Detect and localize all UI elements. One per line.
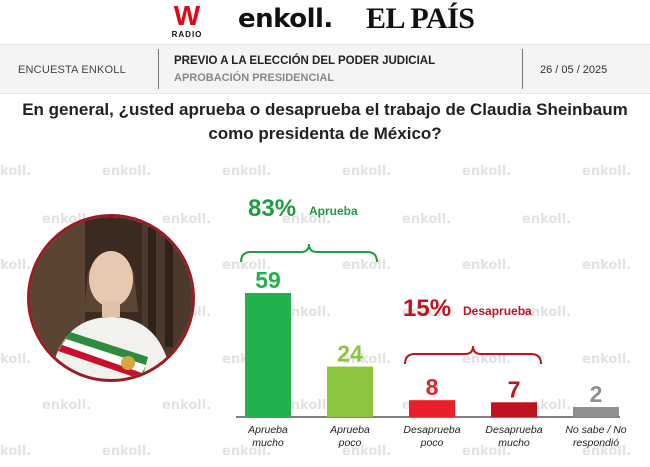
watermark-text: enkoll. — [222, 258, 272, 273]
watermark-text: enkoll. — [462, 258, 512, 273]
category-tick-label: poco — [420, 437, 444, 449]
watermark-text: enkoll. — [462, 352, 512, 367]
watermark-text: enkoll. — [0, 444, 32, 459]
survey-question: En general, ¿usted aprueba o desaprueba … — [22, 100, 628, 143]
watermark-text: enkoll. — [222, 444, 272, 459]
survey-header: ENCUESTA ENKOLL PREVIO A LA ELECCIÓN DEL… — [0, 44, 650, 94]
bar — [245, 293, 291, 417]
group-percent-label: 83% — [248, 195, 296, 222]
watermark-text: enkoll. — [222, 164, 272, 179]
watermark-text: enkoll. — [342, 164, 392, 179]
watermark-text: enkoll. — [282, 398, 332, 413]
bar — [491, 402, 537, 417]
watermark-text: enkoll. — [162, 398, 212, 413]
watermark-text: enkoll. — [282, 212, 332, 227]
watermark-text: enkoll. — [402, 212, 452, 227]
watermark-text: enkoll. — [582, 164, 632, 179]
watermark-text: enkoll. — [0, 352, 32, 367]
category-tick-label: No sabe / No — [565, 424, 626, 436]
watermark-text: enkoll. — [582, 352, 632, 367]
w-radio-logo: W RADIO — [170, 0, 204, 40]
watermark-text: enkoll. — [582, 444, 632, 459]
header-divider — [158, 49, 159, 89]
watermark-text: enkoll. — [282, 305, 332, 320]
survey-title: PREVIO A LA ELECCIÓN DEL PODER JUDICIAL — [174, 55, 436, 67]
bar-value-label: 2 — [590, 381, 603, 407]
watermark-text: enkoll. — [102, 444, 152, 459]
category-tick-label: Aprueba — [247, 424, 288, 436]
survey-date: 26 / 05 / 2025 — [540, 64, 608, 76]
enkoll-logo: enkoll. — [238, 4, 333, 34]
watermark-text: enkoll. — [462, 164, 512, 179]
category-tick-label: mucho — [498, 437, 530, 449]
group-name-label: Desaprueba — [463, 304, 532, 318]
watermark-text: enkoll. — [342, 352, 392, 367]
w-radio-logo-letter: W — [173, 0, 201, 31]
watermark-text: enkoll. — [402, 305, 452, 320]
bar — [573, 407, 619, 417]
watermark-text: enkoll. — [522, 212, 572, 227]
group-name-label: Aprueba — [309, 204, 358, 218]
category-tick-label: poco — [338, 437, 362, 449]
watermark-text: enkoll. — [342, 258, 392, 273]
watermark-text: enkoll. — [42, 398, 92, 413]
watermark-text: enkoll. — [102, 164, 152, 179]
bar — [409, 400, 455, 417]
group-brace — [240, 243, 378, 263]
bar-value-label: 7 — [508, 376, 521, 402]
bar-value-label: 59 — [255, 267, 281, 293]
category-tick-label: Desaprueba — [485, 424, 542, 436]
watermark-text: enkoll. — [162, 212, 212, 227]
survey-source: ENCUESTA ENKOLL — [18, 64, 126, 76]
watermark-text: enkoll. — [342, 444, 392, 459]
watermark-text: enkoll. — [522, 305, 572, 320]
survey-subtitle: APROBACIÓN PRESIDENCIAL — [174, 72, 335, 84]
watermark-text: enkoll. — [462, 444, 512, 459]
bar-value-label: 24 — [337, 341, 363, 367]
w-radio-logo-caption: RADIO — [171, 30, 203, 39]
category-tick-label: Desaprueba — [403, 424, 460, 436]
group-brace — [404, 345, 542, 365]
el-pais-logo: EL PAÍS — [366, 2, 475, 35]
bar — [327, 366, 373, 417]
group-percent-label: 15% — [403, 295, 451, 322]
logo-bar: W RADIO enkoll. EL PAÍS — [0, 0, 650, 42]
header-divider — [522, 49, 523, 89]
category-tick-label: Aprueba — [329, 424, 370, 436]
category-tick-label: mucho — [252, 437, 284, 449]
category-tick-label: respondió — [573, 437, 619, 449]
watermark-text: enkoll. — [582, 258, 632, 273]
watermark-text: enkoll. — [0, 258, 32, 273]
bar-value-label: 8 — [426, 374, 439, 400]
watermark-text: enkoll. — [0, 164, 32, 179]
